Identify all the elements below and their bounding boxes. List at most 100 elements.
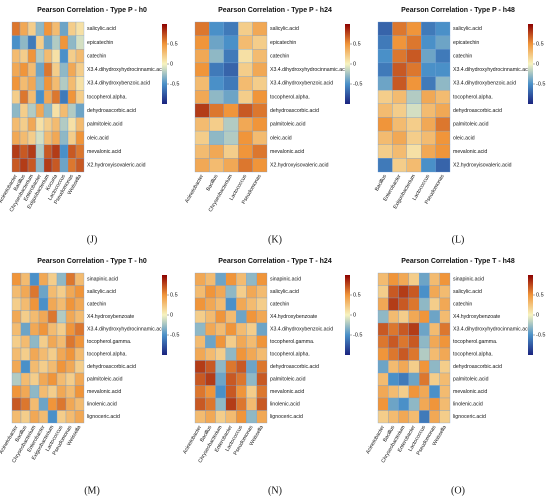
heatmap-cell [205,385,216,399]
heatmap-cell [418,310,430,324]
heatmap-cell [27,49,37,64]
heatmap-cell [51,49,61,64]
panel-title: Pearson Correlation - Type P - h0 [37,7,147,14]
heatmap-cell [223,35,239,50]
heatmap-cell [38,385,49,399]
heatmap-cell [11,360,22,374]
row-label: tocopherol.alpha. [453,352,493,358]
heatmap-cell [377,144,393,159]
heatmap-cell [29,397,40,411]
colorbar-tick-label: 0.5 [536,41,544,47]
heatmap-cell [51,117,61,132]
row-label: lignoceric.acid [87,414,120,420]
heatmap-cell [388,272,399,286]
heatmap-cell [11,130,21,145]
row-label: lignoceric.acid [453,414,486,420]
heatmap-cell [235,272,247,286]
heatmap-cell [209,49,224,64]
heatmap-cell [215,360,227,374]
row-label: catechin [87,53,106,59]
heatmap-cell [377,117,393,132]
heatmap-cell [194,103,210,118]
heatmap-cell [235,285,247,299]
heatmap-cell [435,117,451,132]
row-label: salicylic.acid [453,289,482,295]
heatmap-cell [408,272,420,286]
colorbar [528,275,533,355]
heatmap-cell [388,410,399,424]
colorbar-tick-label: -0.5 [536,332,545,338]
heatmap-cell [435,35,451,50]
heatmap-cell [11,76,21,91]
colorbar-tick-label: 0 [353,312,356,318]
heatmap-cell [20,397,31,411]
heatmap-cell [215,335,227,349]
heatmap-cell [408,297,420,311]
heatmap-cell [35,103,45,118]
colorbar-tick-label: -0.5 [353,332,362,338]
heatmap-cell [398,272,410,286]
heatmap-cell [439,410,451,424]
heatmap-cell [56,322,67,336]
heatmap-cell [11,158,21,173]
row-label: X3.4.dihydroxybenzoic.acid [270,81,333,87]
heatmap-cell [388,322,399,336]
heatmap-cell [43,144,53,159]
heatmap-cell [43,35,53,50]
panel-label: (K) [268,234,282,245]
heatmap-cell [43,130,53,145]
colorbar [345,275,350,355]
panel-label: (M) [84,485,100,496]
heatmap-cell [51,144,61,159]
heatmap-cell [56,360,67,374]
heatmap-cell [74,322,85,336]
heatmap-cell [256,285,268,299]
heatmap-cell [194,144,210,159]
heatmap-cell [194,76,210,91]
heatmap-cell [51,158,61,173]
heatmap-cell [435,49,451,64]
row-label: salicylic.acid [87,26,116,32]
heatmap-cell [256,335,268,349]
heatmap-cell [388,397,399,411]
heatmap-cell [20,272,31,286]
heatmap-cell [398,347,410,361]
heatmap-cell [11,90,21,104]
row-label: tocopherol.alpha. [87,352,127,358]
row-label: X4.hydroxybenzoate [270,314,317,320]
heatmap-cell [252,90,268,104]
row-label: X4.hydroxybenzoate [453,314,500,320]
heatmap-cell [29,322,40,336]
heatmap-cell [20,385,31,399]
row-label: oleic.acid [87,135,109,141]
heatmap-cell [47,397,58,411]
heatmap-cell [439,272,451,286]
heatmap-cell [392,21,407,36]
heatmap-cell [47,347,58,361]
heatmap-cell [11,372,22,386]
heatmap-cell [225,347,237,361]
heatmap-cell [38,285,49,299]
heatmap-cell [225,272,237,286]
heatmap-cell [74,285,85,299]
heatmap-cell [56,285,67,299]
heatmap-cell [421,158,436,173]
heatmap-cell [29,297,40,311]
heatmap-cell [74,297,85,311]
heatmap-cell [406,117,422,132]
heatmap-cell [65,285,76,299]
heatmap-cell [29,372,40,386]
heatmap-cell [392,130,407,145]
heatmap-cell [11,103,21,118]
heatmap-cell [429,322,440,336]
heatmap-cell [215,347,227,361]
heatmap-cell [398,335,410,349]
heatmap-cell [75,21,85,36]
row-label: mevalonic.acid [453,389,487,395]
heatmap-cell [439,285,451,299]
heatmap-cell [47,272,58,286]
heatmap-cell [439,310,451,324]
heatmap-cell [65,397,76,411]
heatmap-cell [75,144,85,159]
heatmap-cell [398,285,410,299]
